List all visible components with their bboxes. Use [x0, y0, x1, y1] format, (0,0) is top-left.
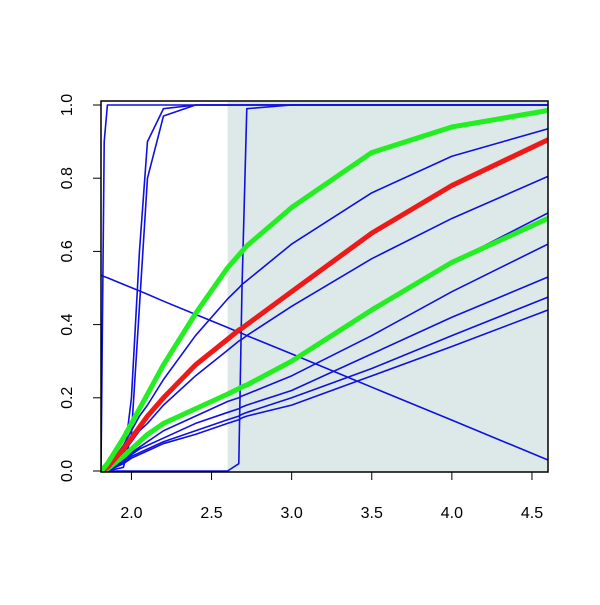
curve	[101, 309, 548, 472]
x-tick-label: 3.0	[281, 505, 303, 522]
y-tick-label: 0.4	[59, 313, 76, 335]
plot-area	[101, 101, 548, 472]
curve	[101, 215, 548, 472]
y-tick-label: 0.6	[59, 240, 76, 262]
x-tick-label: 2.5	[200, 505, 222, 522]
shaded-region	[227, 101, 548, 472]
x-tick-label: 4.0	[441, 505, 463, 522]
curve	[101, 104, 548, 472]
axes: 2.0 2.5 3.0 3.5 4.0 4.5 0.0 0.2 0.4 0.6 0.8 1.0	[59, 94, 543, 522]
plot-box	[100, 100, 549, 473]
x-tick-label: 4.5	[521, 505, 543, 522]
y-tick-label: 0.2	[59, 387, 76, 409]
curve	[101, 137, 548, 472]
curve	[101, 296, 548, 472]
y-tick-label: 0.0	[59, 460, 76, 482]
x-tick-label: 2.0	[120, 505, 142, 522]
x-tick-label: 3.5	[361, 505, 383, 522]
y-tick-label: 0.8	[59, 167, 76, 189]
curve	[101, 107, 548, 472]
y-tick-label: 1.0	[59, 94, 76, 116]
